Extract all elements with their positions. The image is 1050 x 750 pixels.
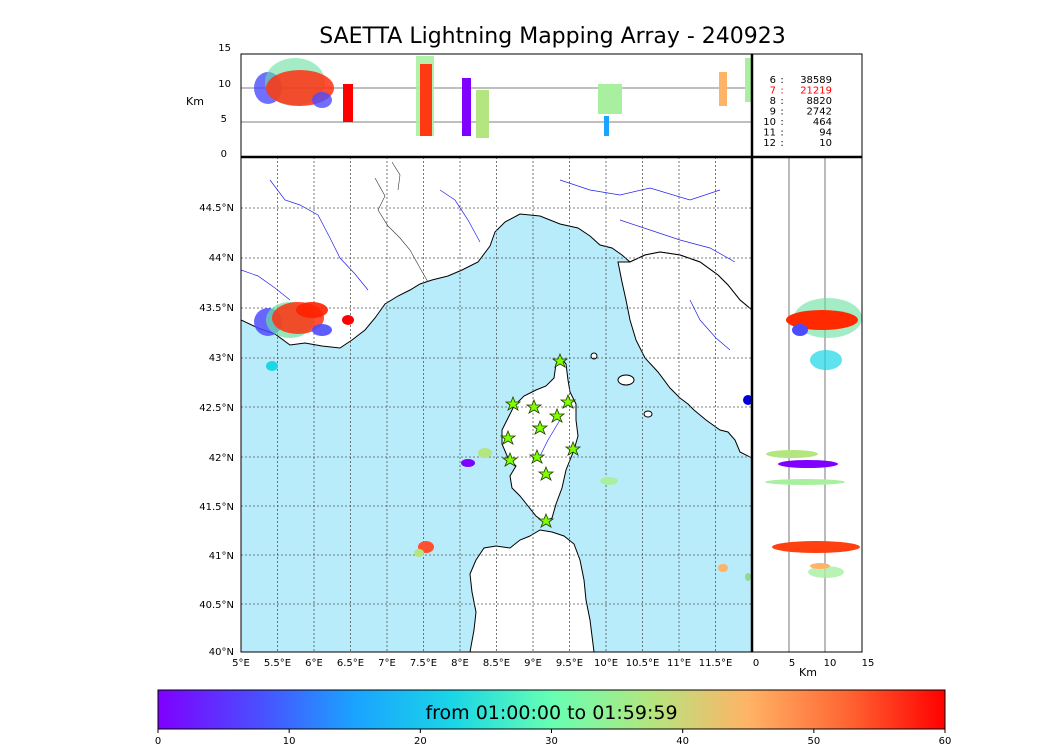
station-sep: : bbox=[780, 138, 783, 149]
station-count: 38589 bbox=[800, 75, 832, 86]
station-sep: : bbox=[780, 96, 783, 107]
lat-label: 41.5°N bbox=[199, 502, 234, 513]
map-grid bbox=[241, 157, 752, 652]
top-ytick: 10 bbox=[218, 79, 231, 90]
colorbar-tick-label: 10 bbox=[283, 736, 296, 747]
rivers bbox=[241, 179, 736, 457]
lon-label: 10.5°E bbox=[626, 658, 660, 669]
station-count: 94 bbox=[819, 128, 832, 139]
side-xtick: 5 bbox=[789, 658, 795, 669]
map-lightning-clusters bbox=[254, 302, 752, 581]
lat-label: 43°N bbox=[209, 353, 234, 364]
side-xtick: 10 bbox=[824, 658, 837, 669]
station-count: 10 bbox=[819, 138, 832, 149]
top-panel-yticks: 15 10 5 0 bbox=[218, 43, 231, 160]
station-sep: : bbox=[780, 86, 783, 97]
map-panel bbox=[241, 157, 752, 652]
colorbar-tick-label: 60 bbox=[939, 736, 952, 747]
side-xtick: 0 bbox=[753, 658, 759, 669]
lon-label: 11.5°E bbox=[699, 658, 733, 669]
lat-label: 41°N bbox=[209, 551, 234, 562]
border-line-2 bbox=[391, 161, 401, 191]
colorbar bbox=[157, 689, 946, 730]
station-id: 11 bbox=[763, 128, 776, 139]
lon-label: 11°E bbox=[667, 658, 691, 669]
lon-label: 7°E bbox=[378, 658, 396, 669]
station-sep: : bbox=[780, 75, 783, 86]
station-sep: : bbox=[780, 128, 783, 139]
colorbar-tick-label: 0 bbox=[155, 736, 161, 747]
colorbar-ticks: 0 10 20 30 40 50 60 bbox=[155, 729, 952, 747]
station-count: 21219 bbox=[800, 86, 832, 97]
lon-label: 8.5°E bbox=[483, 658, 510, 669]
top-panel-ylabel: Km bbox=[186, 95, 204, 108]
lon-label: 5°E bbox=[232, 658, 250, 669]
sardinia-island bbox=[469, 529, 595, 652]
station-id: 7 bbox=[770, 86, 776, 97]
station-id: 6 bbox=[770, 75, 776, 86]
lon-label: 8°E bbox=[451, 658, 469, 669]
lon-label: 7.5°E bbox=[410, 658, 437, 669]
elba-island bbox=[617, 374, 635, 386]
side-panel-xlabel: Km bbox=[799, 666, 817, 679]
lat-label: 44°N bbox=[209, 253, 234, 264]
station-id: 10 bbox=[763, 117, 776, 128]
lat-label: 42.5°N bbox=[199, 403, 234, 414]
plot-title: SAETTA Lightning Mapping Array - 240923 bbox=[319, 24, 786, 49]
colorbar-caption: from 01:00:00 to 01:59:59 bbox=[425, 702, 678, 724]
top-altitude-panel bbox=[241, 54, 752, 157]
lma-stations bbox=[499, 352, 582, 528]
lon-label: 5.5°E bbox=[264, 658, 291, 669]
lon-label: 9.5°E bbox=[556, 658, 583, 669]
lon-label: 6.5°E bbox=[337, 658, 364, 669]
border-line bbox=[374, 177, 429, 283]
station-sep: : bbox=[780, 107, 783, 118]
lat-label: 40°N bbox=[209, 647, 234, 658]
lon-label: 9°E bbox=[524, 658, 542, 669]
top-ytick: 15 bbox=[218, 43, 231, 54]
top-ytick: 0 bbox=[221, 149, 227, 160]
corsica-island bbox=[501, 356, 579, 523]
lat-label: 44.5°N bbox=[199, 203, 234, 214]
capraia-island bbox=[590, 352, 598, 360]
colorbar-tick-label: 30 bbox=[545, 736, 558, 747]
map-lon-labels: 5°E 5.5°E 6°E 6.5°E 7°E 7.5°E 8°E 8.5°E … bbox=[232, 658, 732, 669]
side-panel-xticks: 0 5 10 15 bbox=[753, 658, 875, 669]
giglio-island bbox=[643, 410, 653, 418]
side-altitude-panel bbox=[752, 157, 862, 652]
station-count: 8820 bbox=[807, 96, 832, 107]
station-sep: : bbox=[780, 117, 783, 128]
colorbar-tick-label: 40 bbox=[676, 736, 689, 747]
lat-label: 43.5°N bbox=[199, 303, 234, 314]
station-counts: 6: 38589 7: 21219 8: 8820 9: 2742 10: 464 11: 94 12:… bbox=[763, 75, 832, 149]
lon-label: 10°E bbox=[594, 658, 618, 669]
side-xtick: 15 bbox=[862, 658, 875, 669]
map-lat-labels: 44.5°N 44°N 43.5°N 43°N 42.5°N 42°N 41.5… bbox=[199, 203, 234, 658]
station-id: 9 bbox=[770, 107, 776, 118]
lat-label: 40.5°N bbox=[199, 600, 234, 611]
italy-coast bbox=[617, 157, 752, 459]
station-id: 12 bbox=[763, 138, 776, 149]
station-count: 2742 bbox=[807, 107, 832, 118]
colorbar-tick-label: 50 bbox=[807, 736, 820, 747]
lat-label: 42°N bbox=[209, 453, 234, 464]
station-count: 464 bbox=[813, 117, 832, 128]
colorbar-tick-label: 20 bbox=[414, 736, 427, 747]
top-ytick: 5 bbox=[221, 114, 227, 125]
lon-label: 6°E bbox=[305, 658, 323, 669]
station-id: 8 bbox=[770, 96, 776, 107]
